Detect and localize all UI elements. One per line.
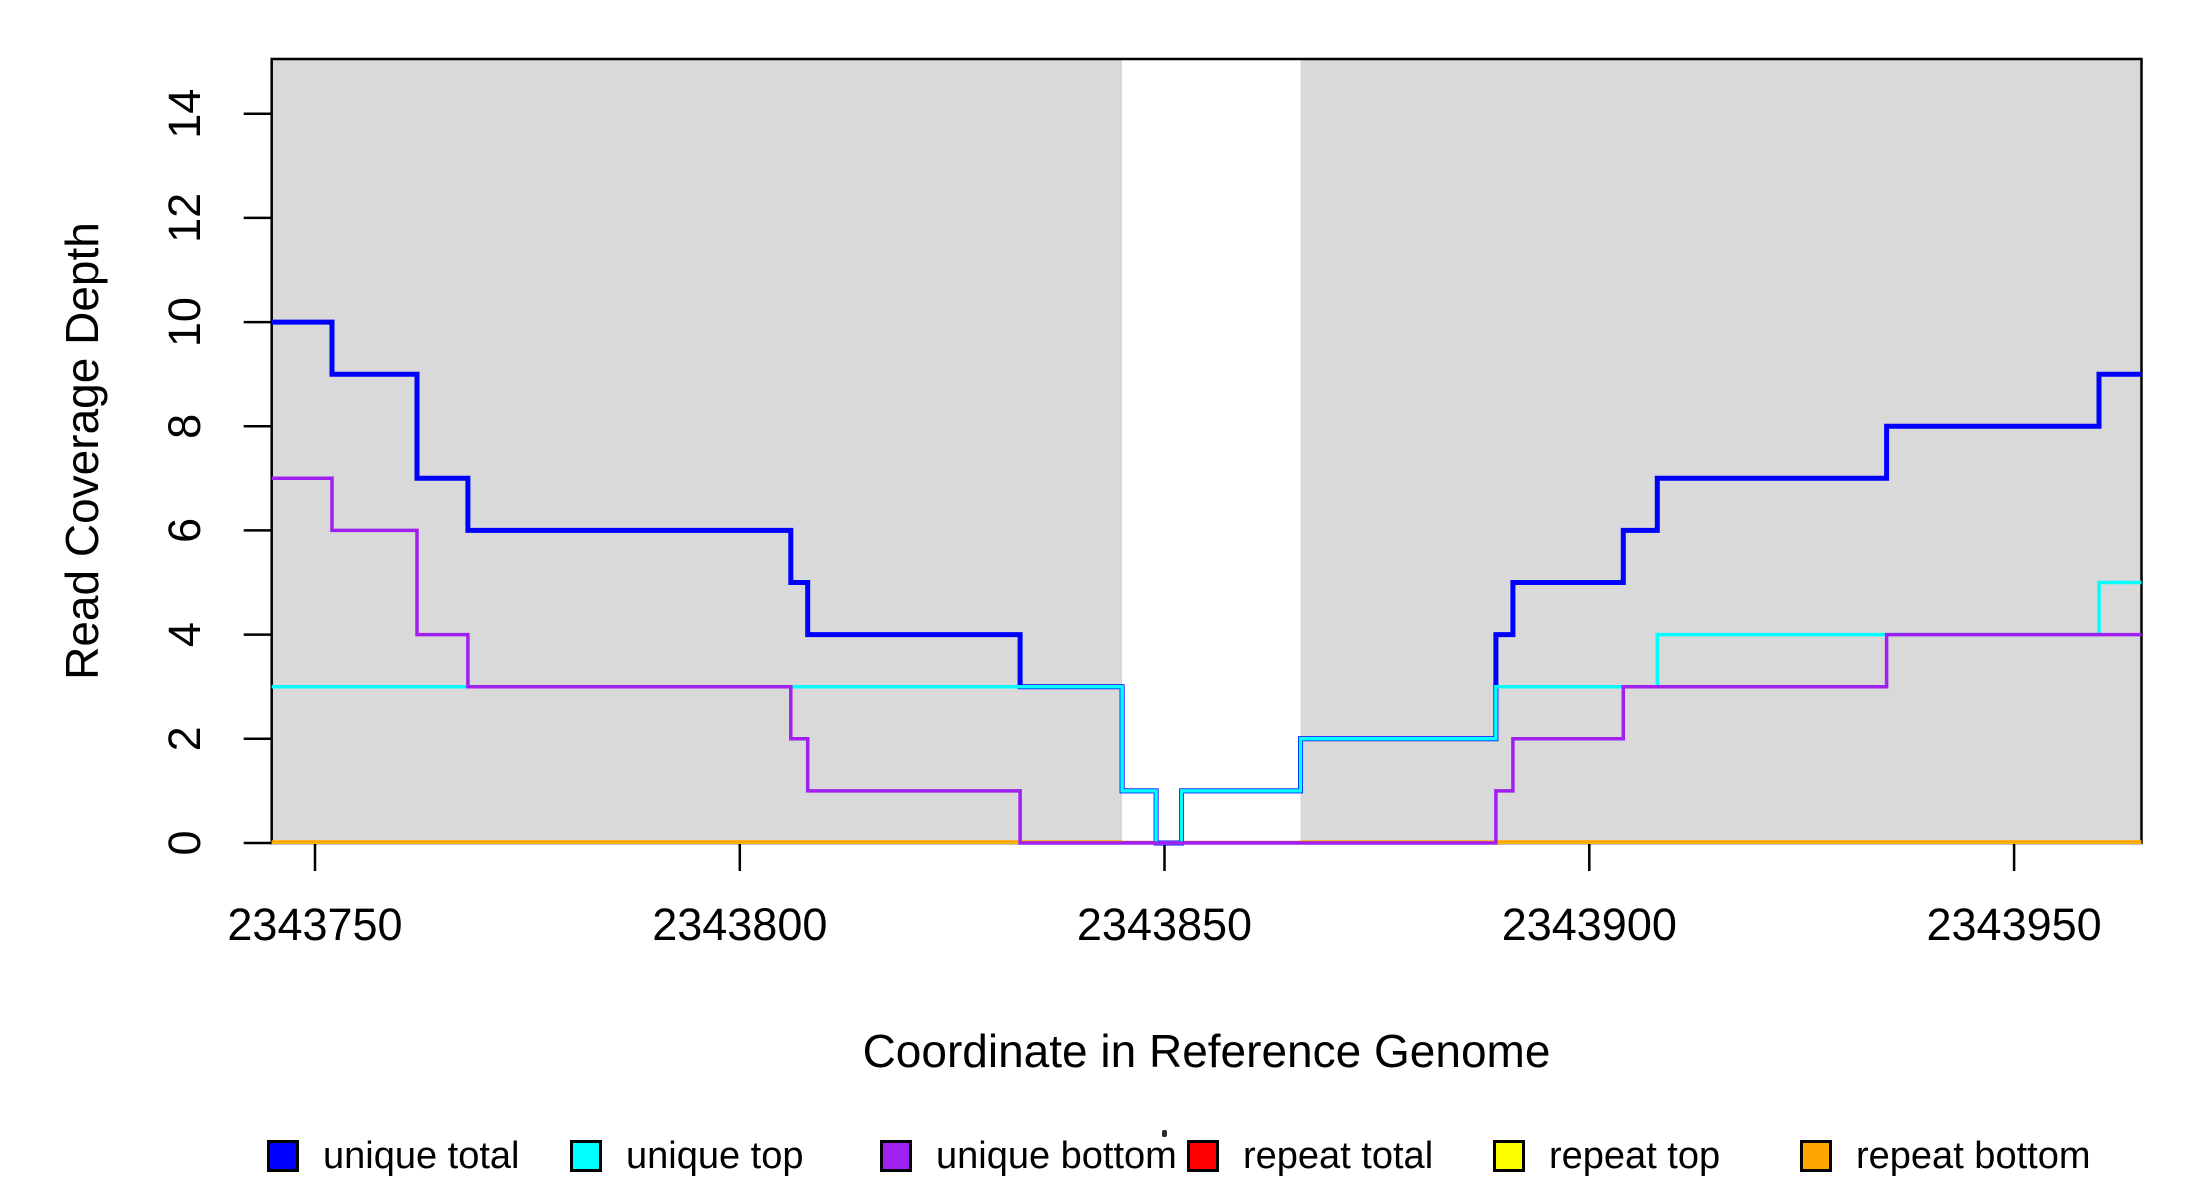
x-tick-label: 2343850 (1077, 899, 1252, 950)
x-tick-label: 2343800 (652, 899, 827, 950)
legend-label: repeat top (1549, 1134, 1721, 1177)
legend-label: unique bottom (936, 1134, 1177, 1177)
stray-dot-artifact (1162, 1130, 1167, 1137)
legend-item-unique-total: unique total (267, 1135, 520, 1177)
shaded-region (1300, 59, 2142, 843)
y-axis: 0 2 4 6 8 10 12 14 (159, 89, 272, 856)
y-tick-label: 2 (159, 726, 210, 751)
legend-swatch-unique-total (267, 1140, 299, 1172)
y-tick-label: 8 (159, 414, 210, 439)
y-tick-label: 4 (159, 622, 210, 647)
shaded-region (271, 59, 1123, 843)
series-path (271, 580, 2142, 845)
legend-label: unique top (626, 1134, 804, 1177)
legend-item-unique-bottom: unique bottom (880, 1135, 1177, 1177)
legend-item-repeat-total: repeat total (1187, 1135, 1433, 1177)
x-tick-label: 2343750 (227, 899, 402, 950)
legend-item-unique-top: unique top (570, 1135, 804, 1177)
x-tick-label: 2343950 (1926, 899, 2101, 950)
series-path (271, 476, 2142, 845)
legend-item-repeat-top: repeat top (1493, 1135, 1720, 1177)
y-tick-label: 10 (159, 297, 210, 347)
y-tick-label: 0 (159, 830, 210, 855)
shaded-regions (271, 59, 2142, 843)
legend-swatch-repeat-top (1493, 1140, 1525, 1172)
legend-swatch-repeat-total (1187, 1140, 1219, 1172)
y-tick-label: 6 (159, 518, 210, 543)
legend-label: repeat total (1243, 1134, 1434, 1177)
legend-item-repeat-bottom: repeat bottom (1800, 1135, 2090, 1177)
legend-label: repeat bottom (1856, 1134, 2091, 1177)
legend-swatch-unique-top (570, 1140, 602, 1172)
series-unique-bottom (271, 476, 2142, 845)
x-tick-label: 2343900 (1502, 899, 1677, 950)
series-unique-top (271, 580, 2142, 845)
legend-swatch-unique-bottom (880, 1140, 912, 1172)
y-tick-label: 14 (159, 89, 210, 139)
legend: unique total unique top unique bottom repea… (0, 1135, 2200, 1190)
x-axis-label: Coordinate in Reference Genome (862, 1025, 1551, 1077)
legend-swatch-repeat-bottom (1800, 1140, 1832, 1172)
x-axis: 2343750 2343800 2343850 2343900 2343950 (227, 843, 2102, 950)
y-axis-label: Read Coverage Depth (56, 222, 108, 680)
legend-label: unique total (323, 1134, 520, 1177)
y-tick-label: 12 (159, 193, 210, 243)
